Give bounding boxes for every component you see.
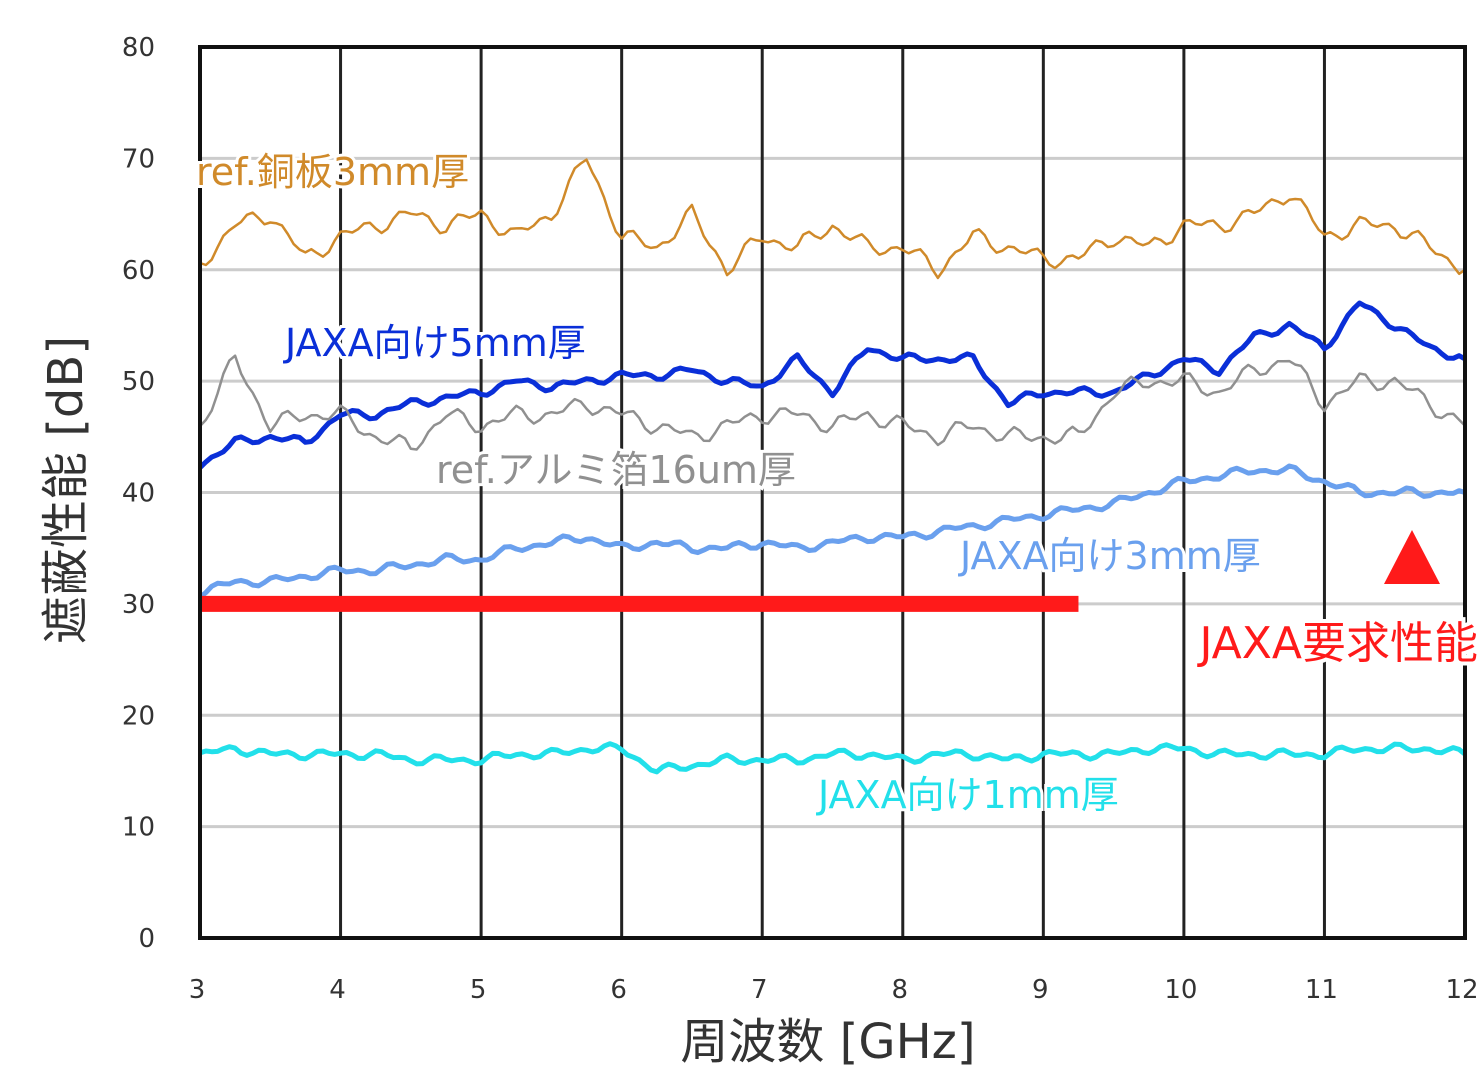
x-tick-label: 11 [1305, 975, 1338, 1005]
x-tick-label: 12 [1445, 975, 1478, 1005]
x-tick-label: 3 [189, 975, 206, 1005]
y-tick-label: 10 [122, 813, 155, 843]
y-tick-label: 20 [122, 701, 155, 731]
series-label: JAXA向け5mm厚 [283, 321, 586, 365]
series-line [198, 463, 1466, 600]
series-label: ref.アルミ箔16um厚 [436, 448, 796, 492]
requirement-triangle-icon [1384, 530, 1440, 584]
series-line [198, 300, 1467, 470]
y-tick-labels: 0 10 20 30 40 50 60 70 80 [122, 33, 155, 954]
y-tick-label: 60 [122, 256, 155, 286]
x-tick-label: 9 [1032, 975, 1049, 1005]
x-tick-label: 7 [751, 975, 768, 1005]
requirement-label: JAXA要求性能 [1196, 618, 1478, 669]
y-axis-label: 遮蔽性能 [dB] [38, 336, 94, 644]
series-line [199, 354, 1466, 451]
series-line [199, 158, 1466, 280]
x-tick-labels: 3 4 5 6 7 8 9 10 11 12 [189, 975, 1479, 1005]
series-label: JAXA向け1mm厚 [816, 773, 1119, 817]
plot-frame [198, 45, 1467, 940]
y-tick-label: 50 [122, 367, 155, 397]
y-tick-label: 0 [138, 924, 155, 954]
y-tick-label: 30 [122, 590, 155, 620]
y-tick-label: 70 [122, 144, 155, 174]
series-label: JAXA向け3mm厚 [958, 534, 1261, 578]
x-tick-label: 4 [329, 975, 346, 1005]
series-lines [198, 158, 1467, 775]
y-tick-label: 40 [122, 479, 155, 509]
series-line [199, 741, 1467, 775]
x-tick-label: 8 [892, 975, 909, 1005]
x-axis-label: 周波数 [GHz] [680, 1014, 975, 1070]
series-label: ref.銅板3mm厚 [196, 150, 469, 194]
x-tick-label: 6 [610, 975, 627, 1005]
requirement-group [200, 530, 1440, 612]
y-tick-label: 80 [122, 33, 155, 63]
series-labels: ref.銅板3mm厚 JAXA向け5mm厚 ref.アルミ箔16um厚 JAXA向け3… [193, 147, 1482, 820]
x-tick-label: 5 [470, 975, 487, 1005]
x-tick-label: 10 [1164, 975, 1197, 1005]
